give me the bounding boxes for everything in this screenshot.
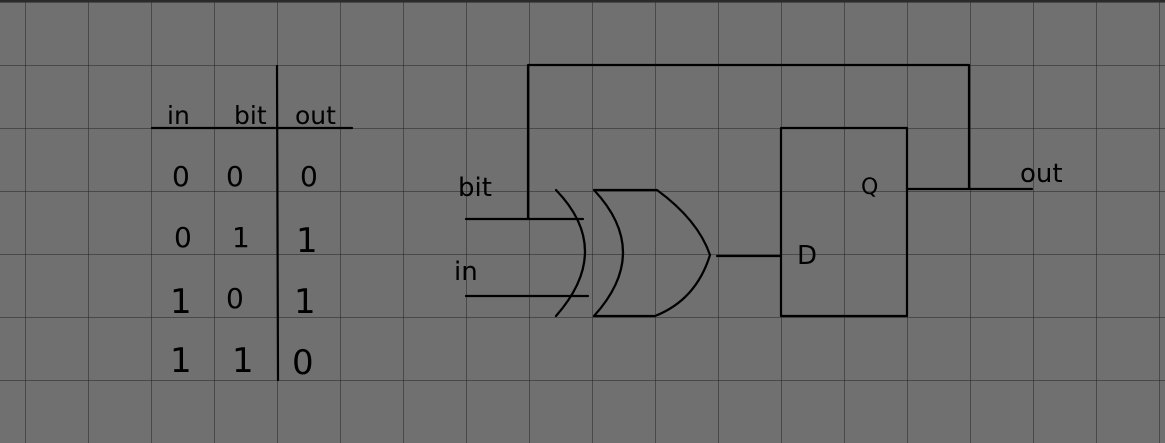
- label-q: Q: [861, 175, 878, 200]
- label-d: D: [797, 241, 817, 271]
- label-in: in: [454, 257, 478, 287]
- truth-table-cell: 0: [174, 221, 192, 254]
- xor-gate-body: [592, 188, 712, 318]
- truth-table-cell: 1: [232, 341, 254, 381]
- feedback-wire: [526, 63, 971, 220]
- truth-table-header-in: in: [167, 101, 190, 130]
- xor-gate-input-arc: [554, 188, 586, 318]
- truth-table-cell: 1: [232, 221, 250, 254]
- truth-table-cell: 0: [292, 343, 314, 383]
- label-out: out: [1020, 159, 1063, 189]
- truth-table-cell: 0: [226, 160, 244, 193]
- circuit-diagram: bit in D Q out: [454, 63, 1063, 318]
- truth-table-output-divider: [275, 64, 280, 382]
- truth-table-cell: 1: [296, 221, 318, 261]
- label-bit: bit: [458, 173, 492, 203]
- table-row: 0 0 0: [172, 160, 318, 193]
- truth-table-cell: 0: [172, 160, 190, 193]
- truth-table-cell: 0: [226, 282, 244, 315]
- truth-table-header-out: out: [295, 101, 336, 130]
- truth-table-cell: 1: [170, 341, 192, 381]
- truth-table-header-bit: bit: [234, 101, 267, 130]
- table-row: 0 1 1: [174, 221, 318, 261]
- table-row: 1 0 1: [170, 282, 316, 322]
- xor-gate: [554, 188, 712, 318]
- d-flip-flop: [779, 126, 909, 318]
- truth-table-cell: 1: [294, 282, 316, 322]
- truth-table: in bit out 0 0 0 0 1 1 1 0 1 1 1 0: [150, 64, 354, 383]
- truth-table-cell: 0: [300, 160, 318, 193]
- truth-table-cell: 1: [170, 282, 192, 322]
- table-row: 1 1 0: [170, 341, 314, 383]
